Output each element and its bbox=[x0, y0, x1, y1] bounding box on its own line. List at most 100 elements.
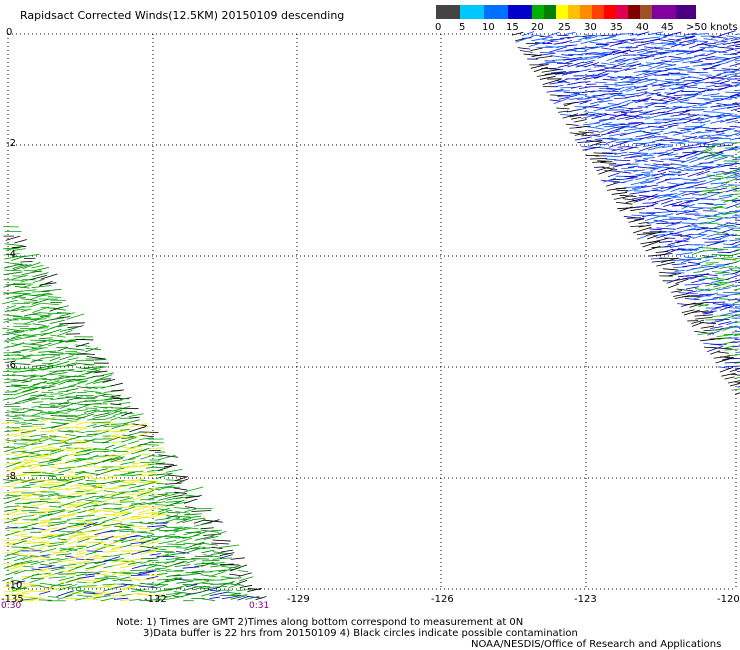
wind-barb bbox=[649, 237, 669, 244]
wind-barb bbox=[589, 41, 610, 46]
wind-barb bbox=[732, 345, 740, 348]
wind-barb bbox=[630, 90, 648, 96]
wind-barb bbox=[711, 271, 730, 274]
wind-barb bbox=[715, 357, 732, 364]
wind-barb bbox=[584, 46, 599, 51]
wind-barb bbox=[541, 39, 559, 42]
wind-barb bbox=[702, 93, 720, 97]
wind-barb bbox=[688, 76, 703, 80]
wind-barb bbox=[611, 192, 628, 195]
wind-barb bbox=[11, 388, 23, 393]
wind-barb bbox=[32, 278, 45, 283]
wind-barb bbox=[635, 98, 650, 103]
wind-barb bbox=[76, 413, 95, 420]
wind-barb bbox=[700, 174, 715, 180]
wind-barb bbox=[29, 504, 42, 507]
wind-barb bbox=[212, 539, 231, 542]
wind-barb bbox=[717, 351, 729, 354]
wind-barb bbox=[697, 215, 717, 219]
wind-barb bbox=[729, 125, 740, 128]
wind-barb bbox=[676, 50, 694, 56]
wind-barb bbox=[591, 44, 608, 50]
wind-barb bbox=[723, 313, 740, 320]
wind-barb bbox=[708, 218, 722, 224]
wind-barb bbox=[729, 167, 740, 170]
wind-barb bbox=[57, 347, 68, 352]
wind-barb bbox=[85, 347, 99, 353]
wind-barb bbox=[625, 86, 636, 88]
wind-barb bbox=[581, 146, 597, 148]
wind-barb bbox=[40, 573, 55, 579]
wind-barb bbox=[640, 154, 655, 157]
wind-barb bbox=[212, 551, 229, 555]
wind-barb bbox=[165, 535, 181, 539]
wind-barb bbox=[720, 310, 740, 316]
wind-barb bbox=[201, 519, 220, 525]
wind-barb bbox=[612, 49, 631, 55]
wind-barb bbox=[39, 547, 57, 553]
wind-barb bbox=[642, 157, 655, 159]
wind-barb bbox=[553, 84, 564, 88]
wind-barb bbox=[693, 63, 712, 67]
wind-barb bbox=[47, 363, 62, 369]
wind-barb bbox=[4, 519, 18, 524]
wind-barb bbox=[146, 569, 161, 571]
wind-barb bbox=[596, 166, 610, 172]
wind-barb bbox=[156, 472, 173, 476]
wind-barb bbox=[597, 53, 611, 59]
wind-barb bbox=[104, 487, 120, 490]
wind-barb bbox=[554, 72, 568, 75]
wind-barb bbox=[155, 561, 176, 563]
wind-barb bbox=[725, 148, 740, 151]
wind-barb bbox=[567, 53, 584, 56]
wind-barb bbox=[210, 564, 230, 568]
wind-barb bbox=[732, 257, 740, 260]
wind-barb bbox=[65, 597, 81, 600]
wind-barb bbox=[655, 33, 674, 37]
wind-barb bbox=[32, 323, 46, 326]
wind-barb bbox=[183, 579, 204, 581]
wind-barb bbox=[645, 176, 659, 181]
wind-barb bbox=[637, 31, 650, 37]
wind-barb bbox=[705, 84, 716, 88]
wind-barb bbox=[663, 200, 683, 207]
wind-barb bbox=[657, 192, 678, 199]
wind-barb bbox=[680, 76, 691, 79]
wind-barb bbox=[639, 78, 656, 83]
wind-barb bbox=[636, 41, 655, 47]
wind-barb bbox=[717, 336, 732, 340]
wind-barb bbox=[194, 522, 212, 527]
wind-barb bbox=[66, 504, 82, 509]
wind-barb bbox=[113, 411, 128, 416]
wind-barb bbox=[616, 112, 628, 117]
wind-barb bbox=[11, 546, 29, 548]
wind-barb bbox=[671, 84, 687, 91]
wind-barb bbox=[127, 470, 144, 473]
wind-barb bbox=[130, 588, 141, 591]
colorbar-label: 30 bbox=[584, 22, 597, 33]
wind-barb bbox=[625, 198, 642, 204]
wind-barb bbox=[128, 440, 139, 445]
wind-barb bbox=[666, 222, 681, 227]
wind-barb bbox=[111, 423, 129, 429]
wind-barb bbox=[101, 496, 114, 499]
wind-barb bbox=[147, 469, 163, 472]
wind-barb bbox=[667, 259, 688, 262]
wind-barb bbox=[12, 461, 32, 469]
wind-barb bbox=[729, 92, 740, 97]
wind-barb bbox=[41, 448, 59, 451]
wind-barb bbox=[676, 197, 695, 201]
wind-barb bbox=[724, 72, 740, 77]
wind-barb bbox=[577, 141, 588, 144]
wind-barb bbox=[707, 319, 724, 325]
wind-barb bbox=[22, 345, 34, 348]
wind-barb bbox=[731, 330, 740, 333]
wind-barb bbox=[597, 97, 611, 101]
wind-barb bbox=[660, 199, 674, 205]
wind-barb bbox=[633, 69, 651, 73]
wind-barb bbox=[11, 357, 31, 360]
wind-barb bbox=[247, 587, 262, 592]
wind-barb bbox=[636, 234, 649, 240]
wind-barb bbox=[693, 90, 707, 96]
wind-barb bbox=[156, 572, 168, 576]
